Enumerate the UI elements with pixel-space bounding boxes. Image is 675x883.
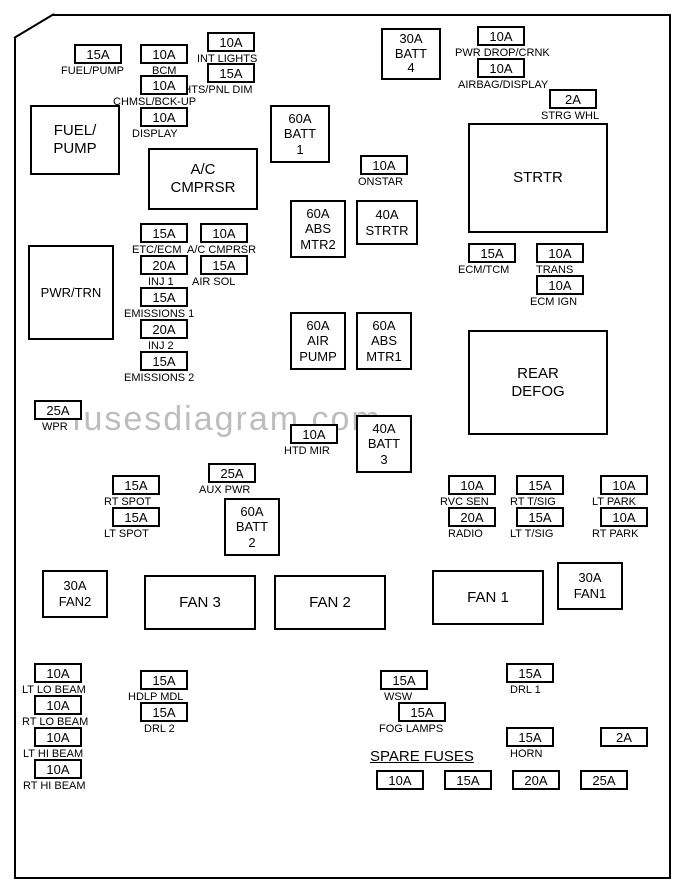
onstar-10a-label: ONSTAR <box>358 176 403 188</box>
fan3-box: FAN 3 <box>144 575 256 630</box>
fan2-box: FAN 2 <box>274 575 386 630</box>
lt-tsig-15a-label: LT T/SIG <box>510 528 553 540</box>
fuel-pump-box: FUEL/ PUMP <box>30 105 120 175</box>
ecm-ign-10a: 10A <box>536 275 584 295</box>
spare-25a: 25A <box>580 770 628 790</box>
display-10a: 10A <box>140 107 188 127</box>
rt-tsig-15a: 15A <box>516 475 564 495</box>
air-sol-15a: 15A <box>200 255 248 275</box>
drl2-15a: 15A <box>140 702 188 722</box>
inj1-20a: 20A <box>140 255 188 275</box>
rt-park-10a: 10A <box>600 507 648 527</box>
radio-20a: 20A <box>448 507 496 527</box>
fan2-30a-box: 30A FAN2 <box>42 570 108 618</box>
ecm-ign-10a-label: ECM IGN <box>530 296 577 308</box>
fan1-30a-box: 30A FAN1 <box>557 562 623 610</box>
lt-spot-15a: 15A <box>112 507 160 527</box>
strtr-relay-box: 40A STRTR <box>356 200 418 245</box>
abs-mtr1-box: 60A ABS MTR1 <box>356 312 412 370</box>
lt-park-10a: 10A <box>600 475 648 495</box>
airbag-display-10a: 10A <box>477 58 525 78</box>
abs-mtr2-box: 60A ABS MTR2 <box>290 200 346 258</box>
drl2-15a-label: DRL 2 <box>144 723 175 735</box>
spare-15a: 15A <box>444 770 492 790</box>
inj2-20a: 20A <box>140 319 188 339</box>
rear-defog-box: REAR DEFOG <box>468 330 608 435</box>
int-lights-10a: 10A <box>207 32 255 52</box>
fan1-box: FAN 1 <box>432 570 544 625</box>
ecm-tcm-15a: 15A <box>468 243 516 263</box>
aux-pwr-25a: 25A <box>208 463 256 483</box>
htd-mir-10a: 10A <box>290 424 338 444</box>
pwr-trn-box: PWR/TRN <box>28 245 114 340</box>
display-10a-label: DISPLAY <box>132 128 178 140</box>
wpr-25a-label: WPR <box>42 421 68 433</box>
airbag-display-10a-label: AIRBAG/DISPLAY <box>458 79 548 91</box>
air-pump-box: 60A AIR PUMP <box>290 312 346 370</box>
fog-lamps-15a-label: FOG LAMPS <box>379 723 443 735</box>
wsw-15a: 15A <box>380 670 428 690</box>
wpr-25a: 25A <box>34 400 82 420</box>
rt-hi-beam-10a-label: RT HI BEAM <box>23 780 86 792</box>
rt-hi-beam-10a: 10A <box>34 759 82 779</box>
batt1-box: 60A BATT 1 <box>270 105 330 163</box>
drl1-15a: 15A <box>506 663 554 683</box>
onstar-10a: 10A <box>360 155 408 175</box>
aux-pwr-25a-label: AUX PWR <box>199 484 250 496</box>
etc-ecm-15a: 15A <box>140 223 188 243</box>
ecm-tcm-15a-label: ECM/TCM <box>458 264 509 276</box>
fuel-pump-15a: 15A <box>74 44 122 64</box>
spare-10a: 10A <box>376 770 424 790</box>
batt2-box: 60A BATT 2 <box>224 498 280 556</box>
fuel-pump-15a-label: FUEL/PUMP <box>61 65 124 77</box>
emissions1-15a: 15A <box>140 287 188 307</box>
batt4-30a: 30A BATT 4 <box>381 28 441 80</box>
spare-2a: 2A <box>600 727 648 747</box>
lt-tsig-15a: 15A <box>516 507 564 527</box>
lt-hi-beam-10a: 10A <box>34 727 82 747</box>
bcm-10a: 10A <box>140 44 188 64</box>
strtr-box: STRTR <box>468 123 608 233</box>
horn-15a: 15A <box>506 727 554 747</box>
strg-whl-2a: 2A <box>549 89 597 109</box>
ac-cmprsr-box: A/C CMPRSR <box>148 148 258 210</box>
radio-20a-label: RADIO <box>448 528 483 540</box>
spare-fuses-label: SPARE FUSES <box>370 748 474 765</box>
air-sol-15a-label: AIR SOL <box>192 276 235 288</box>
rvc-sen-10a: 10A <box>448 475 496 495</box>
hdlp-mdl-15a: 15A <box>140 670 188 690</box>
emissions2-15a-label: EMISSIONS 2 <box>124 372 194 384</box>
rt-lo-beam-10a: 10A <box>34 695 82 715</box>
int-lights-pnl-dim-15a: 15A <box>207 63 255 83</box>
emissions2-15a: 15A <box>140 351 188 371</box>
htd-mir-10a-label: HTD MIR <box>284 445 330 457</box>
lt-lo-beam-10a: 10A <box>34 663 82 683</box>
spare-20a: 20A <box>512 770 560 790</box>
rt-park-10a-label: RT PARK <box>592 528 638 540</box>
lt-spot-15a-label: LT SPOT <box>104 528 149 540</box>
panel-notch <box>12 12 58 42</box>
drl1-15a-label: DRL 1 <box>510 684 541 696</box>
rt-spot-15a: 15A <box>112 475 160 495</box>
trans-10a: 10A <box>536 243 584 263</box>
fog-lamps-15a: 15A <box>398 702 446 722</box>
strg-whl-2a-label: STRG WHL <box>541 110 599 122</box>
horn-15a-label: HORN <box>510 748 542 760</box>
pwr-drop-crnk-10a: 10A <box>477 26 525 46</box>
batt3-box: 40A BATT 3 <box>356 415 412 473</box>
chmsl-bckup-10a: 10A <box>140 75 188 95</box>
ac-cmprsr-10a: 10A <box>200 223 248 243</box>
